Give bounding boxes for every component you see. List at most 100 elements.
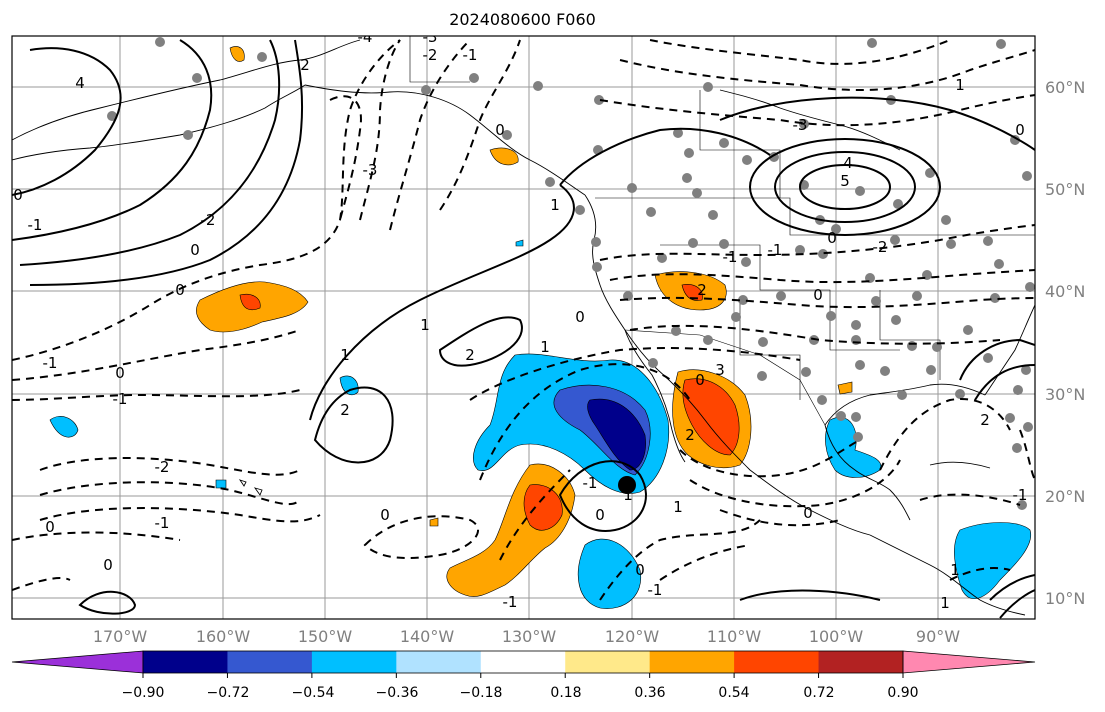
contour-label: 0 [695,371,705,389]
contour-label: -1 [648,581,663,599]
colorbar-segment [818,651,904,673]
colorbar-tick: 0.54 [718,685,749,701]
colorbar-extend-high [902,650,1036,674]
contour-label: 0 [813,286,823,304]
colorbar-extend-low [11,650,144,674]
contour-label: -1 [113,390,128,408]
colorbar-segment [480,651,566,673]
lon-label: 160°W [196,627,251,646]
storm-center-marker [618,476,636,494]
lon-label: 90°W [916,627,960,646]
contour-label: -4 [358,28,373,46]
lat-label: 10°N [1045,589,1085,608]
contour-label: 0 [175,281,185,299]
contour-label: 2 [465,346,475,364]
contour-label: 1 [540,338,550,356]
contour-label: 1 [340,346,350,364]
contour-label: -2 [873,238,888,256]
contour-label: -1 [463,46,478,64]
lon-label: 140°W [400,627,455,646]
contour-label: 5 [840,172,850,190]
colorbar-tick: 0.18 [550,685,581,701]
colorbar-segment [143,651,228,673]
colorbar-tick: −0.72 [207,685,250,701]
colorbar-border [142,650,904,674]
contour-label: -1 [43,354,58,372]
contour-label: 4 [75,74,85,92]
contour-label: 0 [380,506,390,524]
contour-label: 1 [940,594,950,612]
colorbar-segment [734,651,820,673]
colorbar-segment [311,651,397,673]
plot-title: 2024080600 F060 [449,10,596,29]
contour-label: 2 [697,281,707,299]
contour-label: -3 [423,28,438,46]
station-dots [107,37,1035,510]
colorbar-segment [396,651,482,673]
latitude-labels: 60°N 50°N 40°N 30°N 20°N 10°N [1045,78,1085,608]
contour-label: 4 [843,154,853,172]
colorbar-tick: −0.36 [376,685,419,701]
contour-label: -1 [155,514,170,532]
contour-label: 1 [623,486,633,504]
contour-label: 0 [595,506,605,524]
contour-label: 0 [803,504,813,522]
contour-label: -2 [423,46,438,64]
contour-label: 2 [340,401,350,419]
lon-label: 130°W [502,627,557,646]
colorbar-ticks: −0.90 −0.72 −0.54 −0.36 −0.18 0.18 0.36 … [122,685,919,701]
contour-label: -1 [1013,486,1028,504]
colorbar-tick: 0.90 [887,685,918,701]
contour-label: 1 [550,196,560,214]
contour-label: 1 [673,498,683,516]
contour-label: 0 [495,121,505,139]
lat-label: 30°N [1045,385,1085,404]
contour-label: 1 [955,76,965,94]
lon-label: 110°W [707,627,762,646]
contour-label: -1 [768,241,783,259]
colorbar-segment [227,651,313,673]
lat-label: 50°N [1045,180,1085,199]
colorbar-tick: 0.36 [634,685,665,701]
dashed-contours [12,39,1035,601]
contour-label: -1 [723,248,738,266]
contour-label: 0 [45,518,55,536]
contour-label: -1 [583,474,598,492]
contour-label: 3 [715,361,725,379]
contour-label: 2 [685,426,695,444]
colorbar-tick: −0.54 [292,685,335,701]
contour-label: 0 [13,186,23,204]
contour-label: 0 [103,556,113,574]
lat-label: 40°N [1045,282,1085,301]
contour-label: -3 [793,116,808,134]
contour-label: 0 [1015,121,1025,139]
contour-label: 2 [980,411,990,429]
contour-label: 0 [635,561,645,579]
colorbar-segment [565,651,651,673]
gridlines [12,36,1035,619]
contour-label: -1 [503,593,518,611]
longitude-labels: 170°W 160°W 150°W 140°W 130°W 120°W 110°… [93,627,960,646]
coastlines [12,39,1035,616]
lon-label: 120°W [605,627,660,646]
contour-label: -1 [28,216,43,234]
contour-label: 0 [827,229,837,247]
solid-contours [12,39,1035,619]
colorbar-tick: −0.90 [122,685,165,701]
colorbar [11,650,1036,678]
anomaly-shading [49,46,1032,609]
lat-label: 60°N [1045,78,1085,97]
colorbar-tick: 0.72 [803,685,834,701]
contour-label: 1 [420,316,430,334]
colorbar-segment [649,651,735,673]
lon-label: 150°W [298,627,353,646]
contour-label: 0 [575,308,585,326]
colorbar-tick: −0.18 [460,685,503,701]
map-border [11,35,1036,620]
contour-label: 2 [300,56,310,74]
contour-label: -2 [201,211,216,229]
contour-label: 0 [115,364,125,382]
contour-label: -3 [363,161,378,179]
